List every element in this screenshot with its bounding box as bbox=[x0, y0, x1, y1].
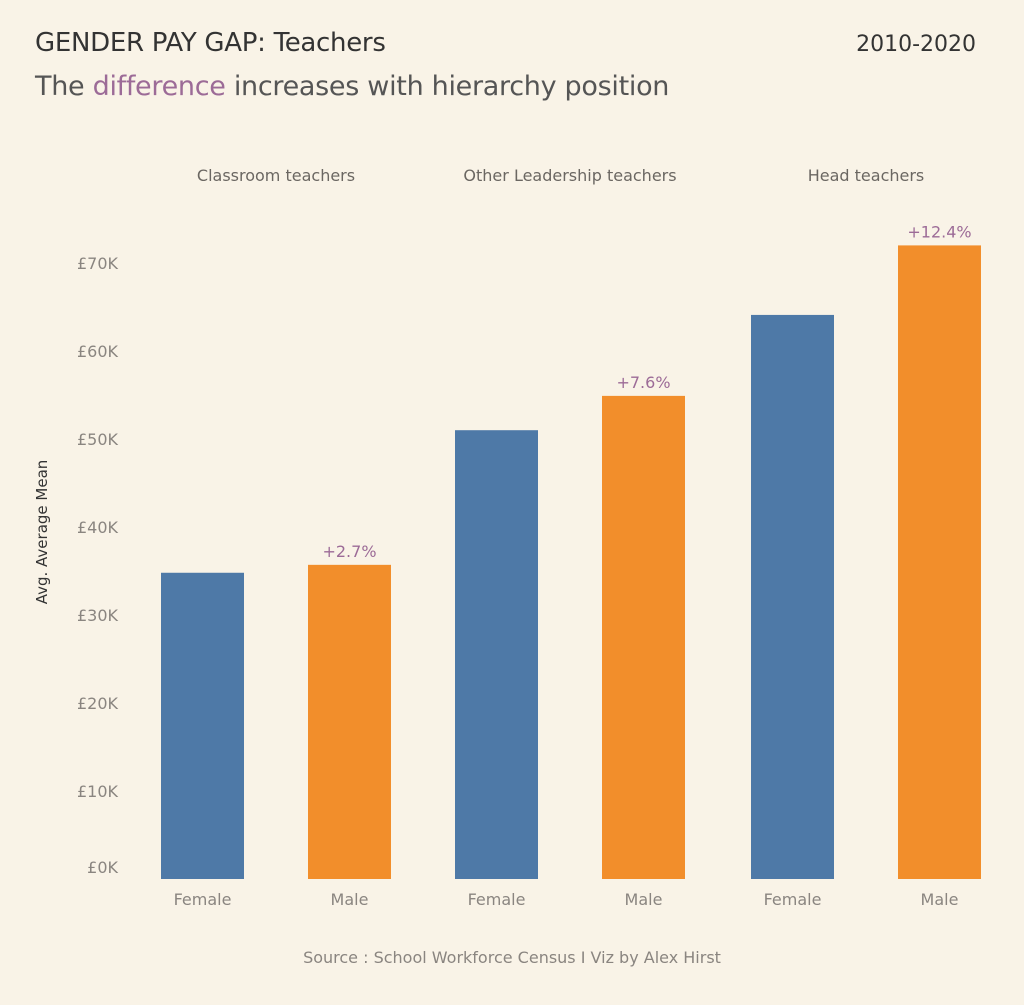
x-tick-label: Female bbox=[764, 890, 822, 909]
gap-annotation: +12.4% bbox=[907, 222, 971, 241]
source-note: Source : School Workforce Census I Viz b… bbox=[303, 948, 721, 967]
gap-annotation: +2.7% bbox=[322, 542, 376, 561]
bar-male bbox=[602, 395, 685, 879]
subtitle-prefix: The bbox=[35, 71, 93, 102]
chart-subtitle: The difference increases with hierarchy … bbox=[35, 71, 669, 102]
y-tick-label: £70K bbox=[77, 254, 119, 273]
x-tick-label: Female bbox=[468, 890, 526, 909]
gap-annotation: +7.6% bbox=[616, 373, 670, 392]
group-header-label: Classroom teachers bbox=[197, 166, 355, 185]
x-tick-label: Female bbox=[174, 890, 232, 909]
y-tick-label: £60K bbox=[77, 342, 119, 361]
y-tick-label: £0K bbox=[87, 858, 118, 877]
y-tick-label: £30K bbox=[77, 606, 119, 625]
bar-male bbox=[898, 245, 981, 879]
chart-title: GENDER PAY GAP: Teachers bbox=[35, 28, 386, 58]
bar-female bbox=[161, 572, 244, 879]
group-header-label: Other Leadership teachers bbox=[463, 166, 676, 185]
y-tick-label: £20K bbox=[77, 694, 119, 713]
bar-female bbox=[455, 430, 538, 879]
subtitle-highlight: difference bbox=[92, 71, 226, 102]
group-header-label: Head teachers bbox=[808, 166, 925, 185]
y-tick-label: £10K bbox=[77, 782, 119, 801]
period-label: 2010-2020 bbox=[856, 32, 976, 57]
y-tick-label: £50K bbox=[77, 430, 119, 449]
subtitle-suffix: increases with hierarchy position bbox=[225, 71, 670, 102]
x-tick-label: Male bbox=[921, 890, 959, 909]
x-tick-label: Male bbox=[625, 890, 663, 909]
y-axis-title: Avg. Average Mean bbox=[33, 460, 51, 605]
y-tick-label: £40K bbox=[77, 518, 119, 537]
bar-male bbox=[308, 564, 391, 879]
bar-female bbox=[751, 314, 834, 879]
x-tick-label: Male bbox=[331, 890, 369, 909]
